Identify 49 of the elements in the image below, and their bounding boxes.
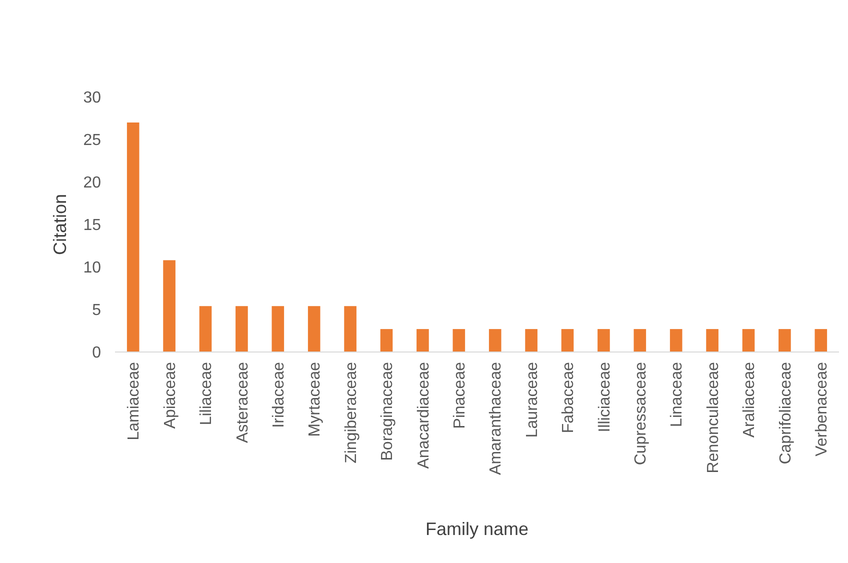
- x-tick-label: Boraginaceae: [379, 362, 396, 461]
- bar: [488, 329, 502, 352]
- bar: [344, 306, 356, 352]
- bar: [380, 329, 393, 352]
- x-tick-label: Lamiaceae: [126, 362, 143, 440]
- bar: [126, 122, 140, 352]
- bar: [778, 329, 791, 352]
- bar: [814, 329, 828, 352]
- bar: [236, 306, 248, 352]
- bar: [706, 329, 718, 352]
- x-tick-label: Iridaceae: [270, 362, 288, 428]
- bar: [163, 260, 176, 352]
- x-tick-label: Liliaceae: [198, 362, 216, 426]
- bar: [452, 329, 466, 352]
- bar: [742, 329, 755, 352]
- bar: [525, 329, 538, 352]
- bar: [272, 306, 284, 352]
- y-tick-label: 0: [92, 344, 102, 362]
- x-tick-label: Linaceae: [668, 362, 686, 427]
- bar: [561, 329, 574, 352]
- y-tick-label: 10: [83, 260, 102, 277]
- x-tick-label: Anacardiaceae: [415, 362, 432, 469]
- bar: [598, 329, 610, 352]
- x-tick-label: Verbenaceae: [814, 362, 830, 456]
- x-tick-label: Myrtaceae: [306, 362, 324, 437]
- bar: [634, 329, 646, 352]
- x-tick-label: Lauraceae: [524, 362, 541, 438]
- x-tick-label: Asteraceae: [234, 362, 252, 443]
- y-tick-label: 5: [92, 302, 102, 320]
- x-tick-label: Zingiberaceae: [342, 362, 360, 464]
- x-tick-label: Cupressaceae: [632, 362, 650, 466]
- y-tick-label: 25: [83, 132, 102, 150]
- y-tick-label: 20: [83, 174, 102, 192]
- bar: [199, 306, 212, 352]
- x-tick-label: Caprifoliaceae: [777, 362, 794, 464]
- bar: [308, 306, 320, 352]
- x-tick-label: Renonculaceae: [704, 362, 722, 474]
- y-tick-label: 15: [83, 217, 102, 234]
- x-tick-label: Pinaceae: [452, 362, 468, 429]
- x-tick-label: Fabaceae: [560, 362, 578, 434]
- x-tick-label: Illiciaceae: [596, 362, 614, 432]
- x-axis-title: Family name: [425, 519, 529, 539]
- x-tick-label: Amaranthaceae: [488, 362, 505, 475]
- y-axis-title: Citation: [50, 194, 70, 256]
- bar: [416, 329, 429, 352]
- x-tick-label: Apiaceae: [162, 362, 179, 429]
- bar: [670, 329, 682, 352]
- x-tick-label: Araliaceae: [741, 362, 758, 438]
- y-tick-label: 30: [83, 90, 102, 107]
